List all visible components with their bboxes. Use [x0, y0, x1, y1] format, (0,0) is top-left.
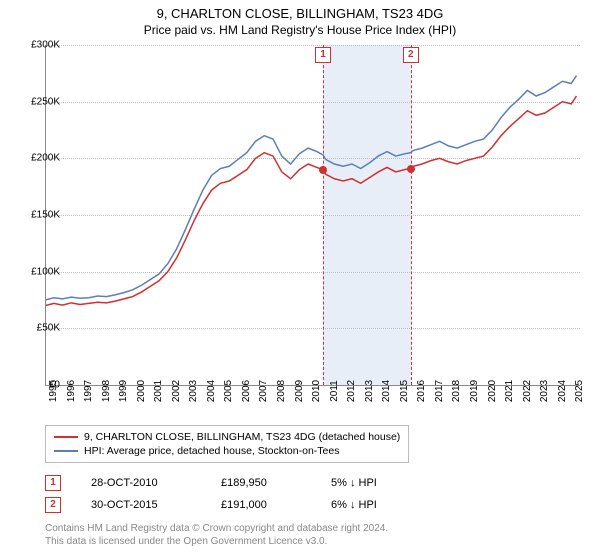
x-tick-label: 2012: [346, 380, 357, 402]
y-tick-label: £50K: [22, 323, 60, 334]
x-tick-label: 2024: [557, 380, 568, 402]
sales-date: 28-OCT-2010: [91, 477, 191, 489]
legend-swatch: [54, 436, 78, 438]
x-tick-label: 2025: [574, 380, 585, 402]
sales-price: £191,000: [221, 499, 301, 511]
y-tick-label: £300K: [22, 40, 60, 51]
chart-container: 9, CHARLTON CLOSE, BILLINGHAM, TS23 4DG …: [0, 0, 600, 560]
chart-title: 9, CHARLTON CLOSE, BILLINGHAM, TS23 4DG: [0, 0, 600, 21]
legend-item: 9, CHARLTON CLOSE, BILLINGHAM, TS23 4DG …: [54, 430, 400, 444]
legend-label: HPI: Average price, detached house, Stoc…: [84, 445, 339, 457]
x-tick-label: 2007: [258, 380, 269, 402]
x-tick-label: 2009: [294, 380, 305, 402]
sale-dot: [407, 165, 415, 173]
y-tick-label: £150K: [22, 210, 60, 221]
x-tick-label: 2022: [522, 380, 533, 402]
legend-item: HPI: Average price, detached house, Stoc…: [54, 444, 400, 458]
x-tick-label: 2002: [171, 380, 182, 402]
legend-label: 9, CHARLTON CLOSE, BILLINGHAM, TS23 4DG …: [84, 431, 400, 443]
x-tick-label: 2000: [136, 380, 147, 402]
sales-marker-box: 1: [45, 475, 61, 491]
legend: 9, CHARLTON CLOSE, BILLINGHAM, TS23 4DG …: [45, 425, 409, 463]
line-series-svg: [45, 45, 580, 385]
x-tick-label: 1997: [83, 380, 94, 402]
x-tick-label: 2001: [153, 380, 164, 402]
sales-pct: 6% ↓ HPI: [331, 499, 421, 511]
y-tick-label: £250K: [22, 96, 60, 107]
vline-marker-box: 2: [403, 47, 419, 63]
x-tick-label: 2017: [434, 380, 445, 402]
sales-row: 1 28-OCT-2010 £189,950 5% ↓ HPI: [45, 472, 421, 494]
x-tick-label: 1996: [66, 380, 77, 402]
x-tick-label: 1998: [101, 380, 112, 402]
x-tick-label: 2008: [276, 380, 287, 402]
sales-pct: 5% ↓ HPI: [331, 477, 421, 489]
sale-dot: [319, 166, 327, 174]
series-hpi: [45, 76, 576, 300]
x-tick-label: 1995: [48, 380, 59, 402]
sales-row: 2 30-OCT-2015 £191,000 6% ↓ HPI: [45, 494, 421, 516]
footer-attribution: Contains HM Land Registry data © Crown c…: [45, 522, 388, 548]
series-property: [45, 96, 576, 306]
x-tick-label: 2010: [311, 380, 322, 402]
sales-date: 30-OCT-2015: [91, 499, 191, 511]
x-tick-label: 2005: [223, 380, 234, 402]
y-tick-label: £100K: [22, 266, 60, 277]
legend-swatch: [54, 450, 78, 452]
x-tick-label: 2021: [504, 380, 515, 402]
x-tick-label: 2019: [469, 380, 480, 402]
x-tick-label: 2015: [399, 380, 410, 402]
x-tick-label: 2013: [364, 380, 375, 402]
sales-table: 1 28-OCT-2010 £189,950 5% ↓ HPI 2 30-OCT…: [45, 472, 421, 516]
chart-subtitle: Price paid vs. HM Land Registry's House …: [0, 21, 600, 37]
x-tick-label: 2004: [206, 380, 217, 402]
sales-marker-box: 2: [45, 497, 61, 513]
x-tick-label: 2016: [416, 380, 427, 402]
vline-marker-box: 1: [315, 47, 331, 63]
plot-area: [45, 45, 580, 385]
x-tick-label: 2011: [329, 380, 340, 402]
footer-line: Contains HM Land Registry data © Crown c…: [45, 522, 388, 535]
x-tick-label: 2023: [539, 380, 550, 402]
x-tick-label: 2020: [487, 380, 498, 402]
x-tick-label: 2014: [381, 380, 392, 402]
x-tick-label: 2006: [241, 380, 252, 402]
x-tick-label: 2003: [188, 380, 199, 402]
sales-price: £189,950: [221, 477, 301, 489]
y-tick-label: £200K: [22, 153, 60, 164]
x-tick-label: 2018: [451, 380, 462, 402]
x-tick-label: 1999: [118, 380, 129, 402]
footer-line: This data is licensed under the Open Gov…: [45, 535, 388, 548]
